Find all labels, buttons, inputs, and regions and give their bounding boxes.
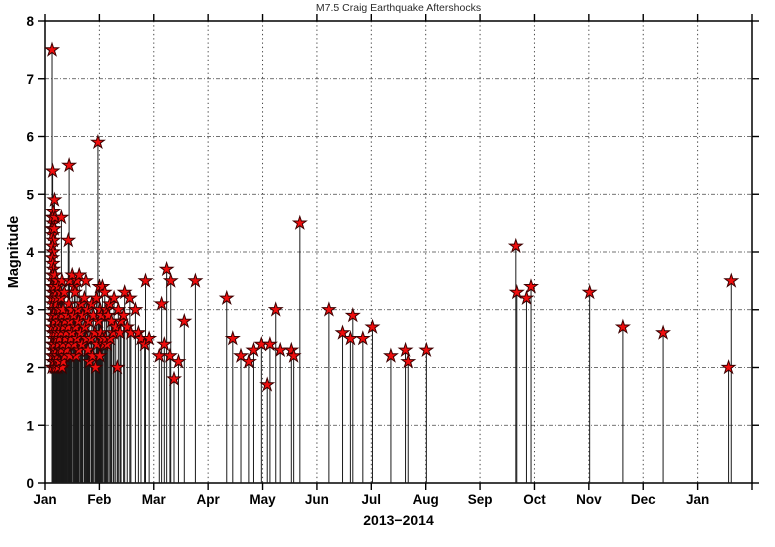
y-tick-label: 2	[26, 361, 34, 376]
x-tick-label: Oct	[523, 492, 546, 507]
x-tick-label: Jan	[33, 492, 56, 507]
x-tick-label: Apr	[197, 492, 221, 507]
event-star-marker	[53, 208, 70, 225]
x-tick-label: Aug	[413, 492, 439, 507]
event-star-marker	[44, 41, 61, 57]
event-star-marker	[94, 278, 111, 294]
event-star-marker	[342, 330, 359, 346]
event-star-marker	[89, 133, 106, 150]
event-star-marker	[87, 359, 104, 375]
x-axis-label: 2013−2014	[363, 512, 434, 528]
event-star-marker	[100, 307, 117, 323]
x-tick-label: Dec	[631, 492, 656, 507]
y-tick-label: 7	[26, 72, 34, 87]
event-star-marker	[581, 284, 598, 300]
event-star-marker	[109, 359, 126, 375]
y-tick-label: 6	[26, 130, 34, 145]
event-star-marker	[137, 272, 154, 288]
event-star-marker	[46, 191, 63, 207]
event-star-marker	[187, 272, 204, 288]
event-star-marker	[119, 318, 136, 334]
event-star-marker	[116, 284, 133, 300]
event-star-marker	[720, 359, 737, 375]
event-star-marker	[176, 312, 193, 329]
event-star-marker	[334, 324, 351, 340]
event-star-marker	[523, 278, 539, 294]
event-star-marker	[418, 341, 435, 358]
event-star-marker	[291, 214, 308, 230]
event-star-marker	[74, 336, 91, 352]
event-star-marker	[320, 301, 337, 317]
event-star-marker	[61, 156, 78, 173]
y-tick-label: 0	[26, 476, 34, 491]
event-star-marker	[240, 353, 257, 369]
event-star-marker	[218, 289, 235, 306]
event-star-marker	[354, 330, 371, 346]
event-star-marker	[170, 353, 187, 369]
event-star-marker	[91, 347, 108, 363]
x-tick-label: Mar	[142, 492, 167, 507]
event-star-marker	[383, 347, 399, 363]
event-star-marker	[364, 318, 381, 334]
y-tick-label: 5	[26, 187, 34, 202]
event-star-marker	[77, 272, 94, 288]
event-star-marker	[136, 335, 153, 352]
event-star-marker	[344, 307, 361, 323]
event-star-marker	[283, 341, 300, 357]
event-star-marker	[614, 318, 631, 334]
x-tick-label: Jun	[305, 492, 329, 507]
x-tick-label: Jan	[686, 492, 709, 507]
event-star-marker	[224, 330, 241, 346]
event-star-marker	[115, 307, 132, 323]
event-star-marker	[60, 231, 77, 248]
event-star-marker	[397, 341, 414, 358]
event-star-marker	[72, 324, 89, 340]
x-tick-label: Jul	[362, 492, 382, 507]
event-star-marker	[162, 347, 178, 363]
x-tick-label: May	[249, 492, 276, 507]
y-tick-label: 3	[26, 303, 34, 318]
event-star-marker	[285, 347, 302, 363]
event-star-marker	[400, 353, 417, 369]
event-star-marker	[153, 295, 170, 311]
y-tick-label: 4	[26, 245, 34, 260]
event-star-marker	[162, 272, 179, 288]
event-star-marker	[96, 284, 113, 300]
event-star-marker	[130, 324, 147, 340]
event-star-marker	[166, 370, 182, 386]
event-star-marker	[106, 289, 123, 306]
event-star-marker	[158, 260, 175, 277]
event-star-marker	[233, 347, 249, 363]
x-tick-label: Sep	[468, 492, 493, 507]
chart-title: M7.5 Craig Earthquake Aftershocks	[315, 2, 482, 14]
event-star-marker	[44, 162, 61, 179]
event-star-marker	[508, 283, 525, 300]
event-star-marker	[60, 295, 77, 311]
event-star-marker	[110, 301, 127, 317]
event-star-marker	[141, 330, 158, 346]
event-star-marker	[723, 272, 740, 288]
event-star-marker	[67, 284, 84, 300]
event-star-marker	[127, 301, 144, 317]
event-star-marker	[83, 295, 100, 311]
event-star-marker	[46, 266, 63, 282]
event-star-marker	[261, 335, 278, 352]
event-star-marker	[46, 220, 63, 236]
y-tick-label: 8	[26, 14, 34, 29]
event-star-marker	[71, 266, 88, 282]
event-star-marker	[507, 237, 524, 254]
event-star-marker	[267, 301, 284, 317]
event-star-marker	[655, 324, 671, 340]
x-tick-label: Feb	[87, 492, 111, 507]
event-star-marker	[156, 335, 173, 352]
event-star-marker	[518, 289, 535, 306]
y-tick-label: 1	[26, 418, 34, 433]
x-tick-label: Nov	[576, 492, 602, 507]
event-star-marker	[121, 289, 138, 306]
event-star-marker	[79, 301, 96, 317]
event-star-marker	[79, 341, 97, 357]
event-star-marker	[259, 376, 276, 392]
